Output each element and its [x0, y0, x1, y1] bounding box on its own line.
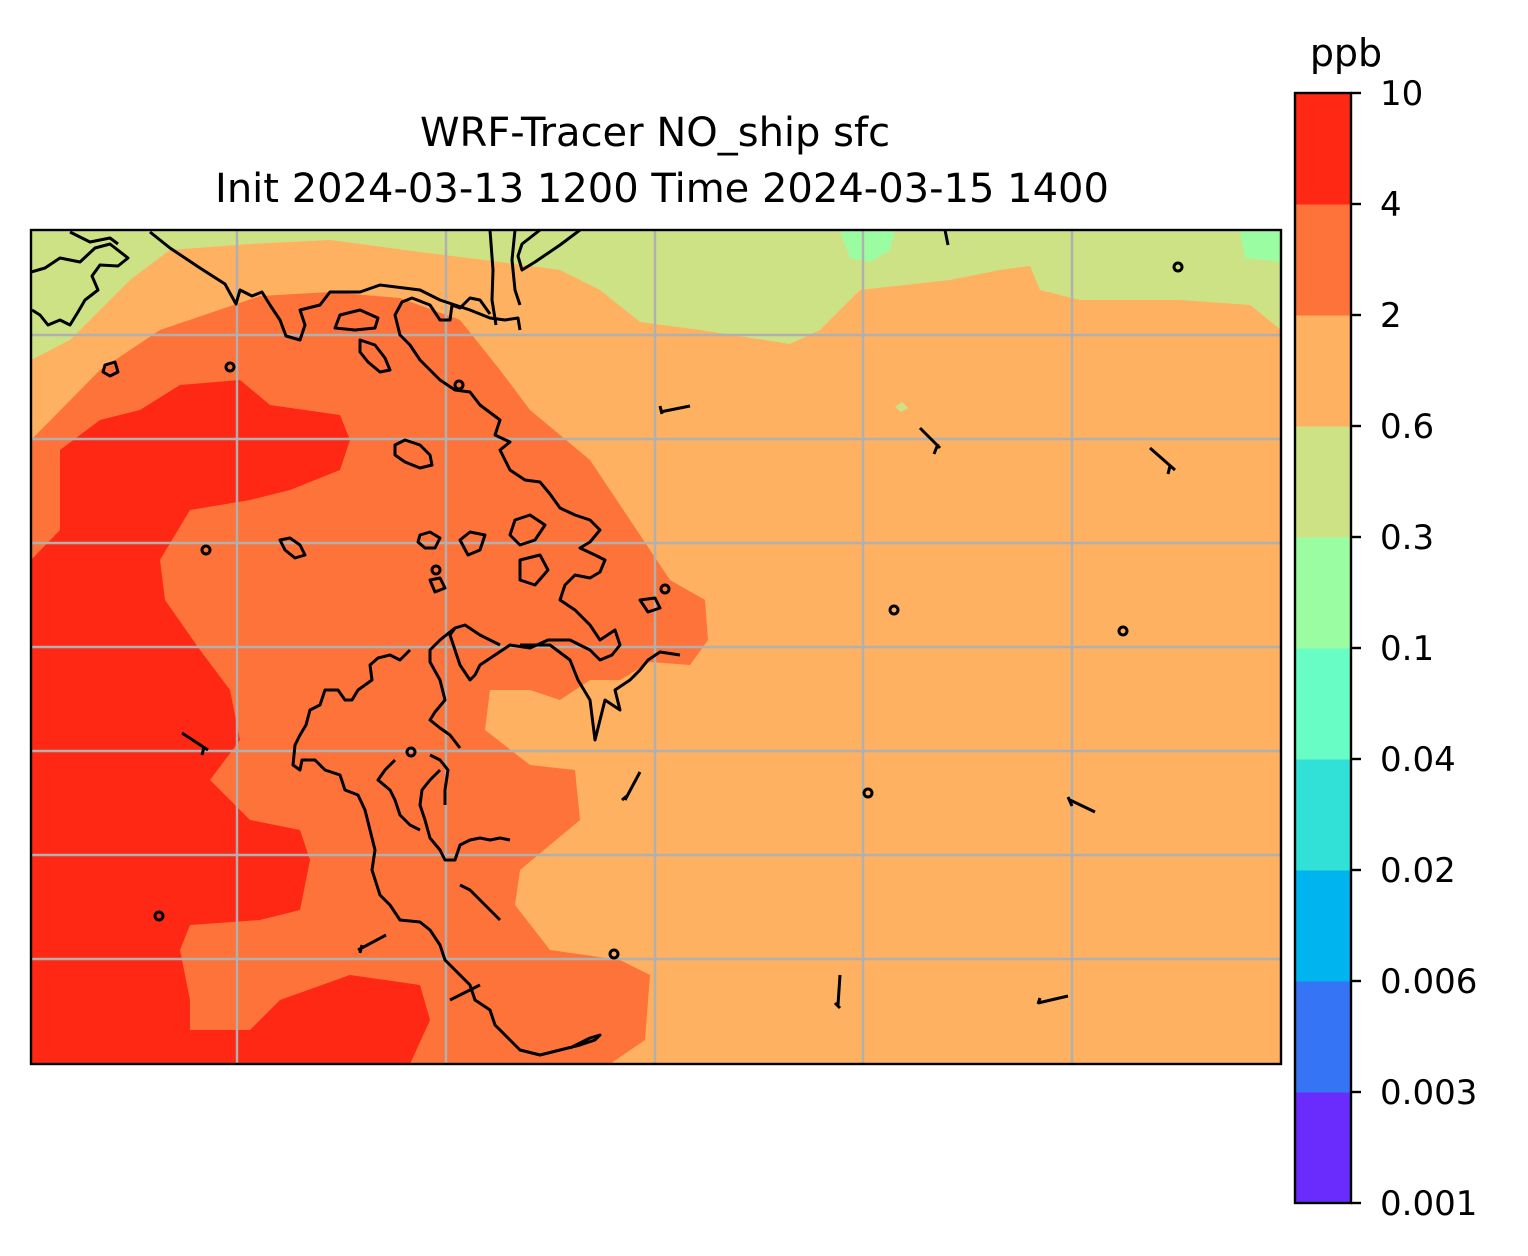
colorbar-tick-label: 10 — [1380, 74, 1423, 114]
colorbar-unit: ppb — [1310, 31, 1382, 75]
colorbar-tick-label: 0.001 — [1380, 1184, 1477, 1224]
island-icon — [153, 261, 1184, 960]
colorbar-segment — [1295, 981, 1351, 1093]
colorbar-segment — [1295, 537, 1351, 649]
wind-barb-icon — [181, 230, 1176, 1010]
colorbar-segment — [1295, 1092, 1351, 1204]
map-frame — [29, 228, 1283, 1066]
band-4-10 — [31, 380, 430, 1064]
colorbar-segment — [1295, 648, 1351, 760]
colorbar-tick-label: 2 — [1380, 296, 1402, 336]
colorbar-segment — [1295, 426, 1351, 538]
gridlines — [31, 230, 1281, 1064]
colorbar-segment — [1295, 315, 1351, 427]
colorbar-segment — [1295, 204, 1351, 316]
chart-subtitle: Init 2024-03-13 1200 Time 2024-03-15 140… — [215, 166, 1109, 212]
colorbar-tick-label: 0.02 — [1380, 851, 1456, 891]
colorbar-tick-label: 4 — [1380, 185, 1402, 225]
colorbar: 0.001 0.003 0.006 0.02 0.04 0.1 0.3 0.6 2 4 10 — [1293, 74, 1477, 1224]
chart-title: WRF-Tracer NO_ship sfc — [420, 110, 890, 156]
map-panel — [31, 230, 1281, 1064]
colorbar-segment — [1295, 93, 1351, 205]
colorbar-tick-label: 0.1 — [1380, 629, 1434, 669]
band-0.1-0.3-patch — [180, 230, 840, 258]
colorbar-segment — [1295, 759, 1351, 871]
colorbar-segment — [1295, 870, 1351, 982]
coastline-icon — [31, 230, 681, 1057]
colorbar-tick-label: 0.6 — [1380, 407, 1434, 447]
colorbar-tick-label: 0.006 — [1380, 962, 1477, 1002]
colorbar-tick-label: 0.003 — [1380, 1073, 1477, 1113]
colorbar-tick-label: 0.04 — [1380, 740, 1456, 780]
band-0.3-0.6-speck — [895, 402, 908, 412]
colorbar-tick-label: 0.3 — [1380, 518, 1434, 558]
